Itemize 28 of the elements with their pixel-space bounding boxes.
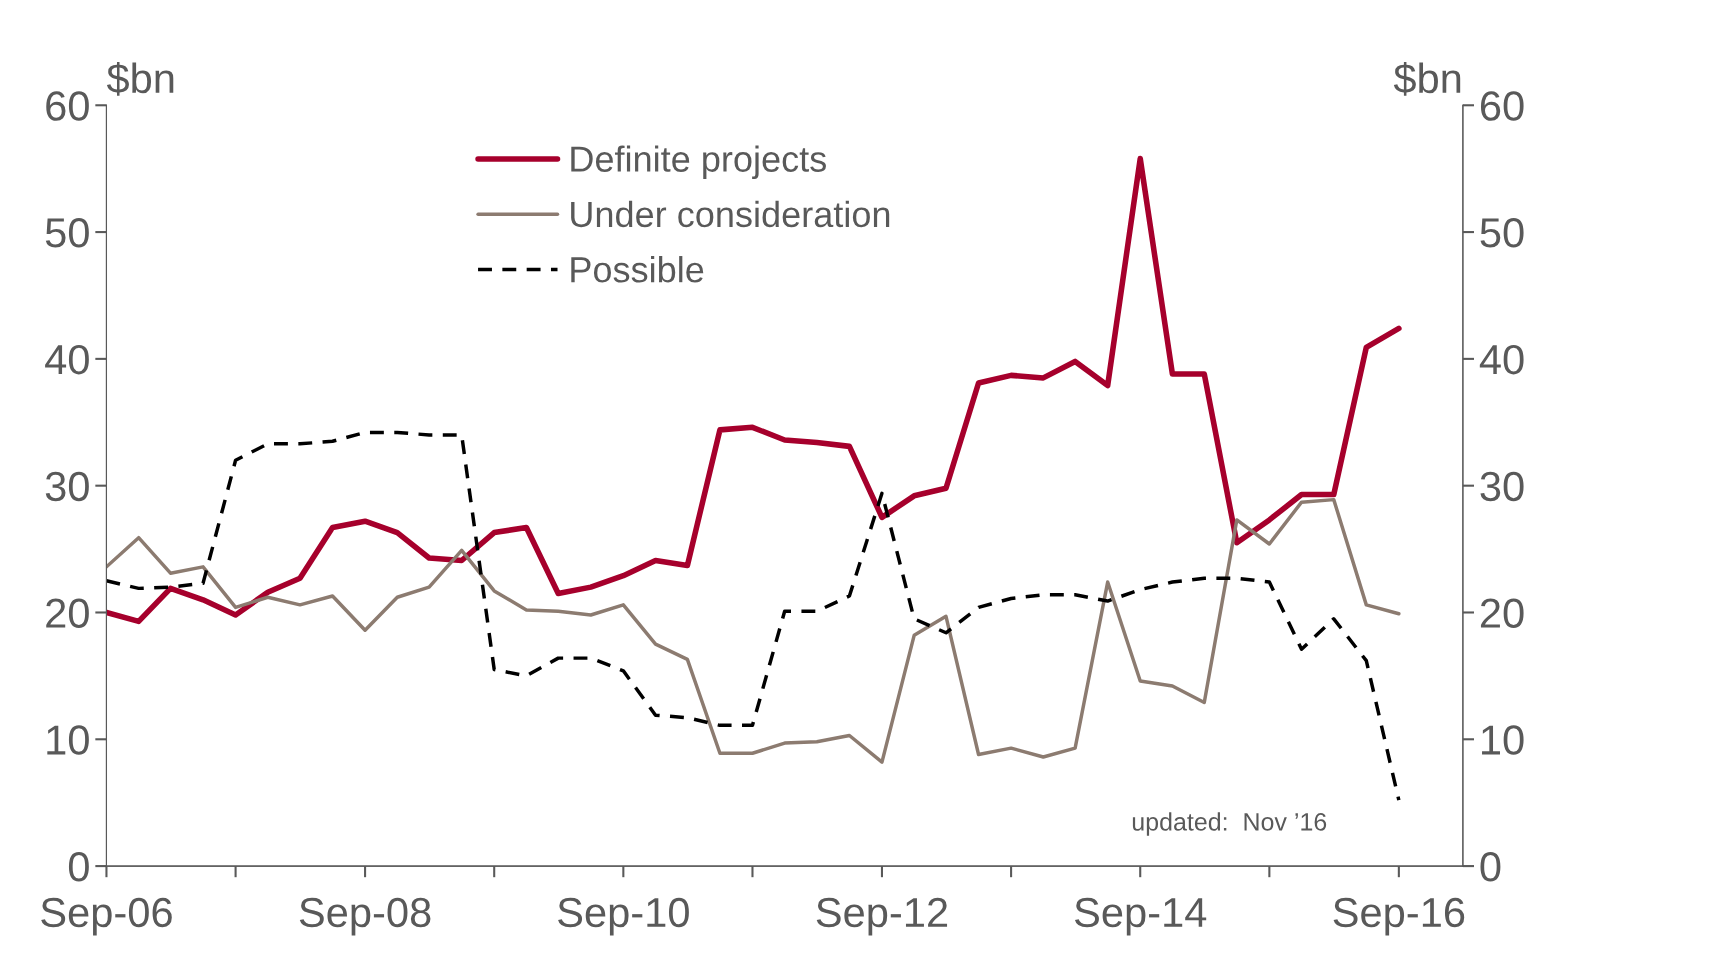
y-tick-label: 20	[46, 598, 89, 628]
y2-tick-label: 0	[1480, 852, 1501, 882]
line-series	[106, 430, 1401, 802]
x-tick-label: Sep-08	[299, 897, 431, 936]
y-axis-title: $bn	[106, 61, 174, 96]
y-tick-label: 30	[45, 471, 89, 502]
x-tick-label: Sep-10	[558, 897, 689, 936]
y2-tick-label: 60	[1480, 91, 1524, 121]
y2-axis-title: $bn	[1393, 61, 1461, 96]
y-tick-label: 0	[68, 852, 89, 882]
x-tick-label: Sep-06	[41, 897, 172, 936]
y-tick-label: 10	[47, 725, 89, 755]
legend-label: Possible	[571, 256, 704, 283]
x-tick-label: Sep-12	[816, 897, 948, 936]
line-series	[106, 497, 1401, 764]
y2-tick-label: 20	[1480, 598, 1524, 628]
y2-tick-label: 10	[1482, 725, 1524, 755]
legend-label: Definite projects	[571, 145, 826, 180]
x-tick-label: Sep-14	[1074, 897, 1207, 936]
y-tick-label: 60	[46, 91, 89, 121]
y2-tick-label: 50	[1480, 218, 1524, 248]
y2-tick-label: 40	[1479, 344, 1524, 375]
y-tick-label: 40	[45, 344, 89, 375]
annotation: updated: Nov ’16	[1132, 812, 1327, 836]
y2-tick-label: 30	[1480, 471, 1524, 502]
legend-label: Under consideration	[571, 200, 890, 228]
x-tick-label: Sep-16	[1333, 897, 1465, 936]
y-tick-label: 50	[45, 218, 89, 248]
